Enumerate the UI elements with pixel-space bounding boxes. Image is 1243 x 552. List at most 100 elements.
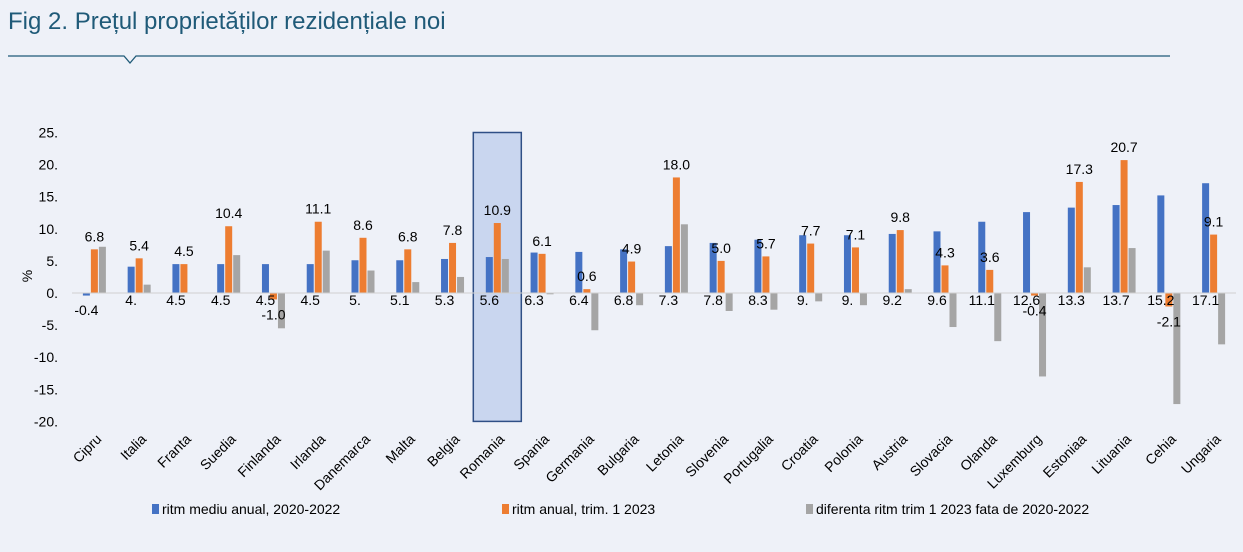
bar-annual-q1-2023 [493,223,501,293]
bar-avg-2020-2022 [799,235,807,293]
data-label-annual: -0.4 [1022,303,1046,319]
data-label-avg: 5.3 [435,292,455,308]
bar-avg-2020-2022 [888,233,896,293]
legend-label: ritm anual, trim. 1 2023 [512,501,655,517]
bar-difference [412,282,420,293]
bar-difference [367,270,375,293]
y-tick-label: 15. [39,189,58,205]
data-label-avg: 13.7 [1102,292,1129,308]
x-category-label: Italia [117,431,149,463]
bar-series [82,160,1226,405]
x-category-label: Cipru [70,431,105,466]
data-label-avg: 4.5 [300,292,320,308]
bar-avg-2020-2022 [754,239,762,293]
data-label-annual: 18.0 [663,156,690,172]
bar-annual-q1-2023 [941,265,949,293]
bar-avg-2020-2022 [1067,207,1075,293]
bar-avg-2020-2022 [1157,195,1165,293]
data-label-avg: 12.6 [1013,292,1040,308]
bar-avg-2020-2022 [396,260,404,293]
y-tick-label: 0. [46,285,58,301]
bar-annual-q1-2023 [717,260,725,293]
x-category-label: Romania [456,431,507,482]
data-labels: -0.4 4. 4.5 4.5 4.5 4.5 5. 5.1 5.3 5.6 6.3 6.4 6.8 7.… [74,139,1223,329]
data-label-annual: 17.3 [1066,161,1093,177]
legend-swatch [502,504,509,514]
x-category-label: Franta [154,431,194,471]
legend-label: ritm mediu anual, 2020-2022 [162,501,340,517]
data-label-avg: 15.2 [1147,292,1174,308]
data-label-avg: 7.8 [703,292,723,308]
legend: ritm mediu anual, 2020-2022 ritm anual, t… [152,501,1089,517]
bar-difference [994,293,1002,342]
x-category-label: Polonia [821,431,865,475]
data-label-avg: 6.3 [524,292,544,308]
bar-avg-2020-2022 [664,246,672,293]
bar-difference [904,289,912,293]
data-label-annual: 5.7 [756,235,776,251]
y-tick-label: 25. [39,125,58,141]
x-category-label: Letonia [643,431,687,475]
bar-difference [1173,293,1181,405]
bar-annual-q1-2023 [851,247,859,293]
bar-annual-q1-2023 [1210,234,1218,293]
y-axis-label: % [19,270,35,282]
data-label-annual: 4.3 [935,244,955,260]
x-category-label: Olanda [957,431,1000,474]
data-label-annual: 10.9 [484,202,511,218]
x-category-label: Germania [542,431,597,486]
bar-annual-q1-2023 [269,293,277,300]
bar-avg-2020-2022 [261,264,269,293]
bar-difference [1083,267,1091,293]
bar-annual-q1-2023 [449,242,457,293]
bar-annual-q1-2023 [359,237,367,293]
data-label-annual: 7.1 [846,226,866,242]
y-tick-label: -10. [34,349,58,365]
bar-annual-q1-2023 [807,243,815,293]
legend-swatch [806,504,813,514]
bar-annual-q1-2023 [628,261,636,293]
data-label-avg: 6.8 [614,292,634,308]
data-label-avg: 7.3 [659,292,679,308]
data-label-annual: 4.9 [622,241,642,257]
bar-avg-2020-2022 [978,221,986,293]
bar-difference [98,246,106,293]
data-label-avg: 4.5 [211,292,231,308]
bar-avg-2020-2022 [1112,205,1120,293]
y-tick-label: -20. [34,413,58,429]
x-category-label: Lituania [1088,431,1134,477]
bar-difference [1218,293,1226,345]
bar-difference [546,293,554,295]
bar-avg-2020-2022 [530,252,538,293]
bar-annual-q1-2023 [404,249,412,293]
bar-avg-2020-2022 [306,264,314,293]
data-label-avg: 9. [842,292,854,308]
x-category-label: Belgia [424,431,463,470]
data-label-avg: 9.2 [882,292,902,308]
bar-difference [636,293,644,306]
x-category-label: Estoniaa [1040,431,1090,481]
x-category-label: Bulgaria [594,431,642,479]
bar-annual-q1-2023 [90,249,98,293]
x-category-label: Austria [868,431,910,473]
data-label-annual: 6.8 [85,228,105,244]
data-label-avg: 4.5 [256,292,276,308]
bar-annual-q1-2023 [672,177,680,293]
x-category-label: Malta [382,431,418,467]
y-tick-label: -5. [42,317,58,333]
data-label-annual: -2.1 [1157,313,1181,329]
data-label-avg: 8.3 [748,292,768,308]
bar-avg-2020-2022 [217,264,225,293]
data-label-annual: 8.6 [353,217,373,233]
bar-annual-q1-2023 [583,289,591,293]
legend-label: diferenta ritm trim 1 2023 fata de 2020-… [816,501,1089,517]
bar-annual-q1-2023 [1165,293,1173,307]
bar-difference [591,293,599,331]
bar-difference [233,255,241,293]
legend-swatch [152,504,159,514]
data-label-avg: 9. [797,292,809,308]
bar-annual-q1-2023 [1031,293,1039,296]
bar-difference [770,293,778,310]
x-category-label: Cehia [1142,431,1179,468]
bar-difference [680,224,688,293]
